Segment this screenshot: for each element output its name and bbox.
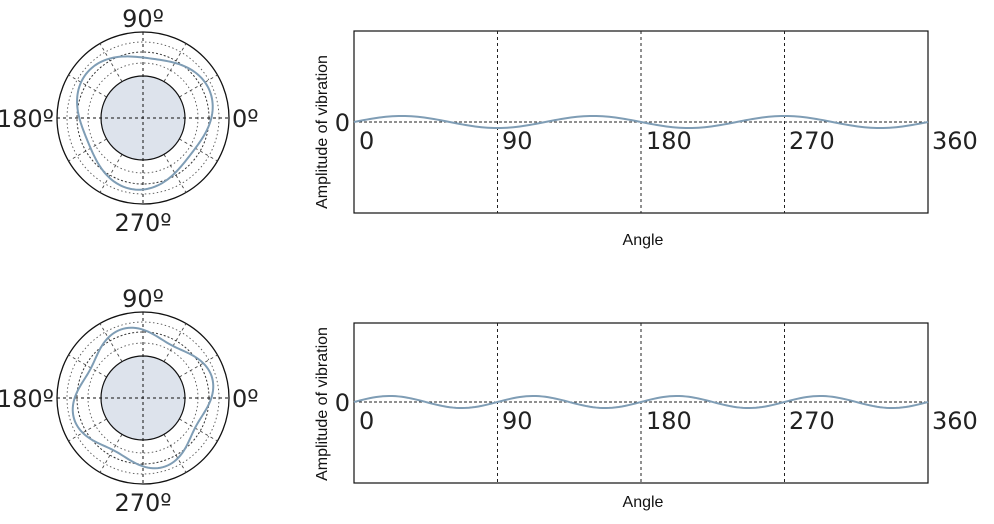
grid-spoke (68, 138, 107, 162)
grid-spoke (99, 154, 123, 193)
grid-spoke (99, 323, 123, 362)
label-90: 90º (122, 5, 164, 33)
grid-spoke (163, 43, 187, 82)
panel-1: 90º 180º 0º 270º 0 0 90 180 270 360 Ampl… (0, 5, 978, 249)
amplitude-chart-1: 0 0 90 180 270 360 Amplitude of vibratio… (314, 30, 978, 249)
grid-spoke (68, 74, 107, 98)
label-0: 0º (232, 385, 259, 413)
y-axis-title: Amplitude of vibration (314, 55, 331, 209)
x-tick-90: 90 (502, 127, 533, 155)
grid-spoke (179, 354, 218, 378)
label-90: 90º (122, 285, 164, 313)
label-180: 180º (0, 385, 54, 413)
x-tick-90: 90 (502, 407, 533, 435)
x-tick-270: 270 (789, 407, 835, 435)
polar-diagram-1: 90º 180º 0º 270º (0, 5, 259, 237)
x-tick-360: 360 (932, 407, 978, 435)
vibration-orbit (76, 55, 214, 191)
grid-spoke (163, 154, 187, 193)
grid-spoke (68, 354, 107, 378)
x-tick-180: 180 (646, 407, 692, 435)
grid-spoke (179, 74, 218, 98)
grid-spoke (179, 418, 218, 442)
y-axis-title: Amplitude of vibration (314, 327, 331, 481)
x-tick-0: 0 (359, 407, 374, 435)
grid-spoke (99, 434, 123, 473)
x-axis-title: Angle (623, 232, 664, 249)
amplitude-chart-2: 0 0 90 180 270 360 Amplitude of vibratio… (314, 322, 978, 511)
x-tick-180: 180 (646, 127, 692, 155)
panel-2: 90º 180º 0º 270º 0 0 90 180 270 360 Ampl… (0, 285, 978, 517)
x-tick-0: 0 (359, 127, 374, 155)
label-270: 270º (114, 209, 171, 237)
label-270: 270º (114, 489, 171, 517)
label-180: 180º (0, 105, 54, 133)
polar-diagram-2: 90º 180º 0º 270º (0, 285, 259, 517)
vibration-curve (353, 114, 929, 130)
grid-spoke (163, 323, 187, 362)
x-axis-title: Angle (623, 494, 664, 511)
vibration-orbit (71, 326, 215, 470)
grid-spoke (163, 434, 187, 473)
label-0: 0º (232, 105, 259, 133)
grid-spoke (179, 138, 218, 162)
x-tick-270: 270 (789, 127, 835, 155)
grid-spoke (68, 418, 107, 442)
zero-label: 0 (335, 389, 350, 417)
vibration-curve (353, 394, 929, 410)
grid-spoke (99, 43, 123, 82)
x-tick-360: 360 (932, 127, 978, 155)
zero-label: 0 (335, 109, 350, 137)
